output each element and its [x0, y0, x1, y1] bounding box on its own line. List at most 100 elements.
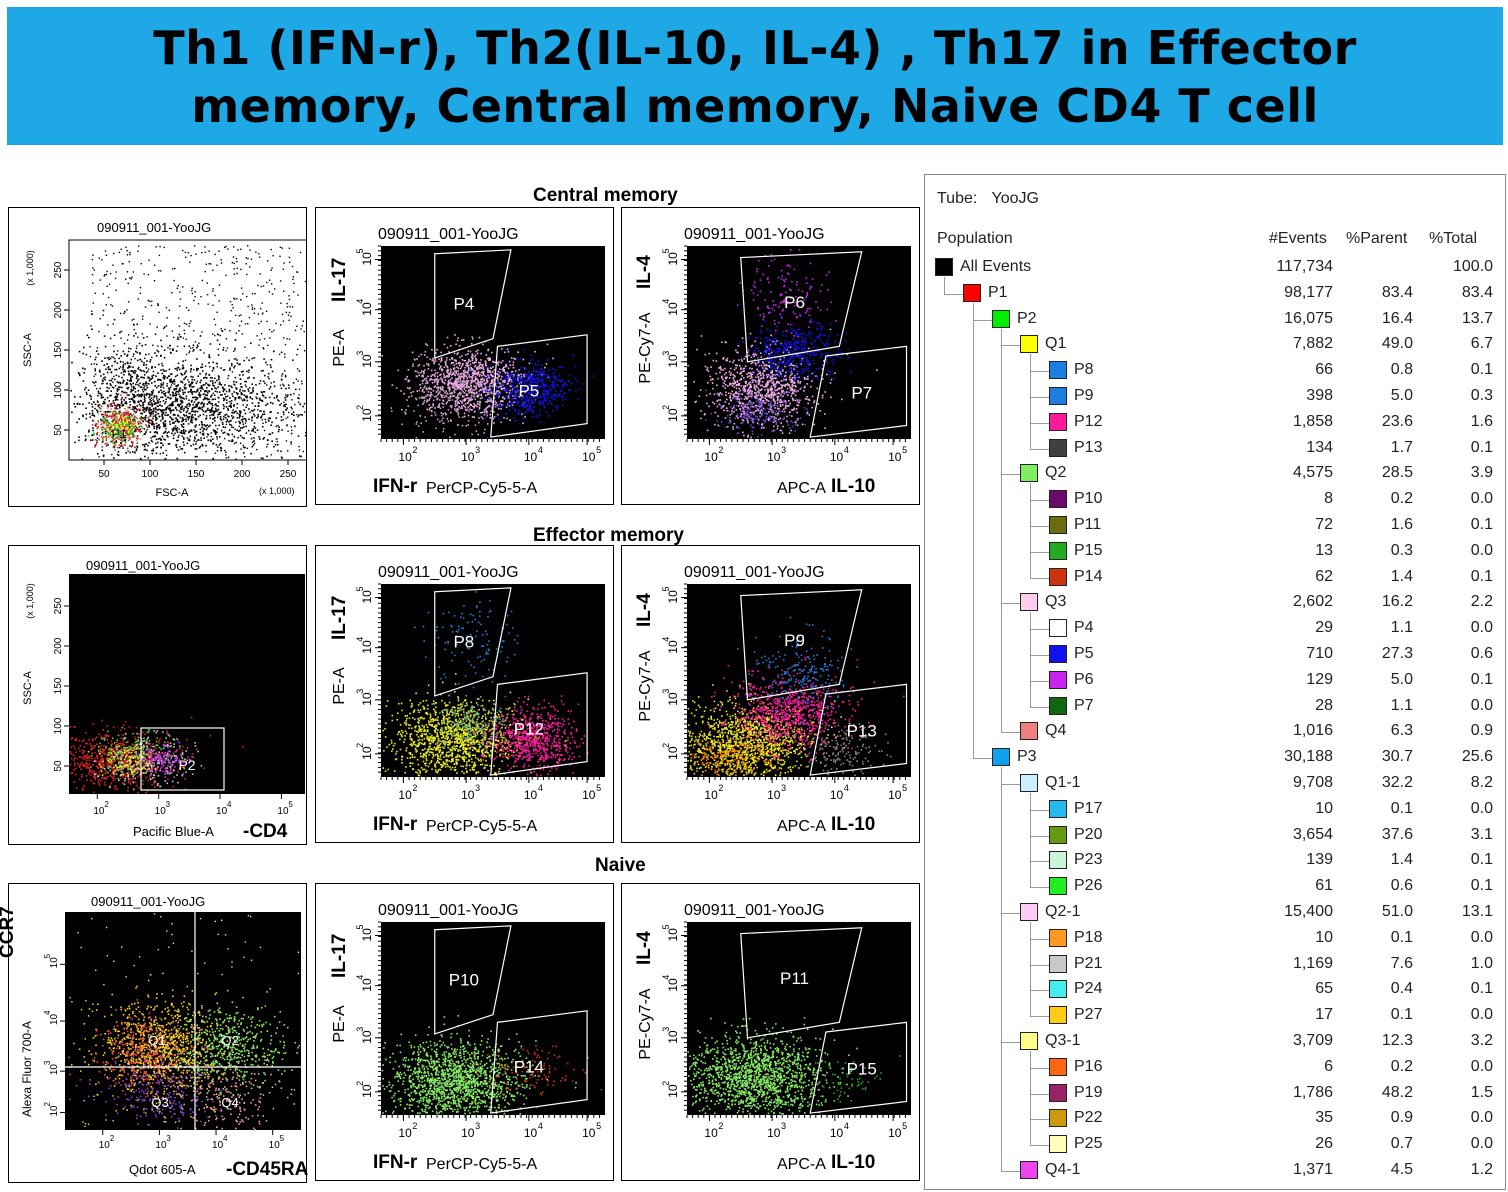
- event-dot: [112, 381, 114, 383]
- event-dot: [130, 757, 132, 760]
- event-dot: [107, 367, 109, 369]
- event-dot: [132, 777, 134, 780]
- event-dot: [124, 440, 127, 442]
- event-dot: [135, 426, 138, 429]
- event-dot: [78, 436, 80, 438]
- event-dot: [170, 754, 172, 756]
- event-dot: [166, 335, 168, 337]
- event-dot: [100, 770, 103, 773]
- y-tick-label: 250: [53, 597, 64, 614]
- event-dot: [136, 776, 139, 778]
- event-dot: [109, 754, 112, 756]
- event-dot: [122, 404, 124, 407]
- event-dot: [202, 388, 204, 390]
- event-dot: [167, 754, 170, 757]
- event-dot: [114, 1078, 117, 1080]
- x-tick-label: 10: [277, 806, 289, 817]
- event-dot: [175, 417, 177, 420]
- event-dot: [258, 382, 261, 385]
- event-dot: [122, 754, 124, 757]
- event-dot: [122, 380, 125, 383]
- event-dot: [148, 1078, 151, 1081]
- event-dot: [219, 394, 222, 396]
- event-dot: [194, 406, 196, 408]
- event-dot: [145, 770, 148, 773]
- event-dot: [94, 358, 97, 361]
- event-dot: [200, 1055, 202, 1057]
- event-dot: [136, 755, 138, 757]
- event-dot: [177, 384, 179, 386]
- event-dot: [148, 762, 150, 765]
- event-dot: [156, 425, 159, 427]
- event-dot: [260, 332, 263, 335]
- x-tick-exponent: 2: [104, 800, 109, 809]
- event-dot: [143, 746, 146, 748]
- event-dot: [124, 760, 126, 763]
- event-dot: [135, 1074, 137, 1077]
- event-dot: [224, 393, 226, 395]
- event-dot: [117, 762, 120, 765]
- event-dot: [147, 402, 150, 404]
- event-dot: [124, 777, 127, 780]
- event-dot: [111, 439, 114, 442]
- event-dot: [250, 258, 253, 260]
- event-dot: [114, 417, 116, 419]
- event-dot: [123, 1053, 126, 1056]
- event-dot: [136, 374, 138, 376]
- event-dot: [139, 394, 141, 397]
- event-dot: [197, 1012, 200, 1014]
- event-dot: [228, 359, 230, 362]
- event-dot: [113, 438, 115, 440]
- x-tick-label: 50: [98, 469, 110, 480]
- event-dot: [176, 374, 179, 377]
- event-dot: [151, 403, 153, 406]
- event-dot: [107, 433, 110, 436]
- event-dot: [141, 758, 144, 760]
- event-dot: [144, 400, 146, 402]
- event-dot: [123, 399, 125, 401]
- event-dot: [190, 367, 192, 370]
- event-dot: [130, 384, 133, 386]
- event-dot: [103, 739, 106, 741]
- event-dot: [169, 742, 172, 745]
- event-dot: [274, 288, 276, 290]
- event-dot: [124, 779, 126, 782]
- event-dot: [131, 276, 133, 278]
- event-dot: [110, 751, 112, 753]
- event-dot: [104, 414, 107, 416]
- event-dot: [108, 761, 111, 763]
- event-dot: [130, 370, 132, 372]
- event-dot: [288, 256, 291, 259]
- event-dot: [180, 432, 183, 435]
- event-dot: [155, 756, 158, 758]
- event-dot: [206, 377, 208, 379]
- event-dot: [192, 416, 194, 419]
- event-dot: [97, 410, 99, 413]
- event-dot: [221, 1054, 224, 1057]
- event-dot: [116, 432, 118, 434]
- event-dot: [125, 405, 128, 407]
- event-dot: [298, 401, 300, 403]
- event-dot: [124, 772, 127, 775]
- event-dot: [137, 383, 139, 386]
- event-dot: [182, 426, 185, 428]
- event-dot: [244, 346, 246, 348]
- event-dot: [97, 392, 100, 394]
- event-dot: [128, 748, 131, 750]
- event-dot: [148, 1076, 151, 1078]
- event-dot: [126, 361, 129, 364]
- event-dot: [157, 759, 159, 762]
- event-dot: [149, 751, 152, 754]
- event-dot: [212, 442, 215, 445]
- event-dot: [214, 253, 216, 256]
- event-dot: [127, 431, 130, 433]
- event-dot: [122, 444, 124, 447]
- event-dot: [139, 457, 142, 460]
- event-dot: [199, 381, 201, 384]
- event-dot: [107, 296, 110, 299]
- event-dot: [98, 771, 101, 773]
- event-dot: [146, 393, 149, 395]
- event-dot: [117, 454, 120, 456]
- event-dot: [214, 398, 216, 400]
- event-dot: [112, 422, 115, 425]
